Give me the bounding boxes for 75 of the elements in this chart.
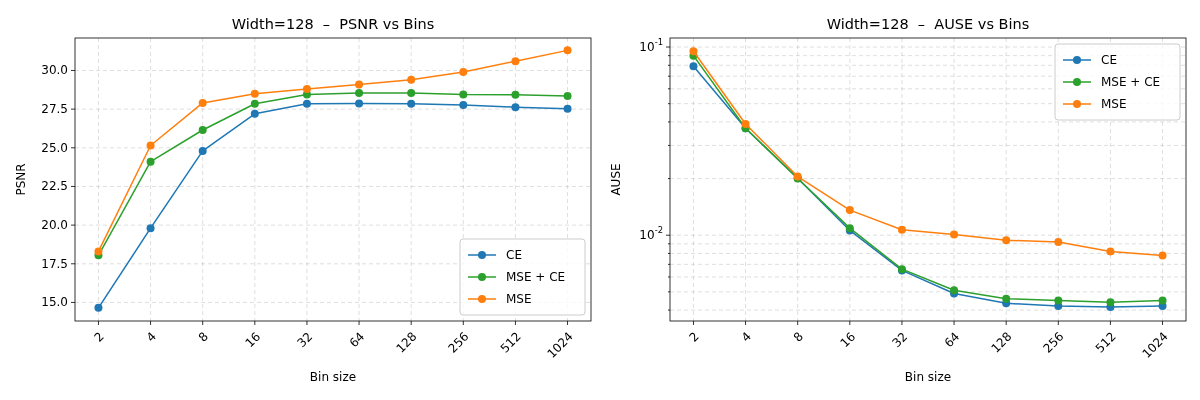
x-tick-label: 16 <box>242 329 264 351</box>
legend-label: MSE <box>506 292 532 306</box>
y-tick-label: 25.0 <box>41 140 68 155</box>
point <box>563 46 572 55</box>
x-tick-label: 8 <box>790 329 807 345</box>
y-axis-title: AUSE <box>609 163 623 196</box>
point <box>897 225 906 234</box>
point <box>511 90 520 99</box>
point <box>459 68 468 77</box>
y-tick-label: 10$^{-2}$ <box>639 225 663 243</box>
point <box>459 90 468 99</box>
point <box>511 103 520 112</box>
y-tick-label: 20.0 <box>41 218 68 233</box>
y-tick-label: 27.5 <box>41 102 68 117</box>
point <box>1106 298 1115 307</box>
x-tick-label: 32 <box>294 329 316 351</box>
point <box>94 247 103 256</box>
point <box>741 119 750 128</box>
point <box>563 104 572 113</box>
chart-title: Width=128 – PSNR vs Bins <box>231 16 435 32</box>
point <box>94 303 103 312</box>
point <box>250 89 259 98</box>
point <box>250 109 259 118</box>
y-tick-label: 10$^{-1}$ <box>639 37 663 55</box>
chart-title: Width=128 – AUSE vs Bins <box>826 16 1030 32</box>
y-axis-title: PSNR <box>14 163 28 196</box>
point <box>198 126 207 135</box>
point <box>459 100 468 109</box>
point <box>1106 247 1115 256</box>
point <box>146 157 155 166</box>
point <box>198 98 207 107</box>
x-tick-label: 64 <box>346 329 368 351</box>
point <box>1054 296 1063 305</box>
point <box>250 99 259 108</box>
legend-label: CE <box>1101 53 1117 67</box>
point <box>1054 238 1063 247</box>
x-tick-label: 16 <box>837 329 859 351</box>
point <box>563 91 572 100</box>
point <box>146 224 155 233</box>
x-tick-label: 8 <box>195 329 212 345</box>
x-tick-label: 4 <box>143 329 159 345</box>
x-axis-title: Bin size <box>309 370 357 384</box>
point <box>355 99 364 108</box>
point <box>845 206 854 215</box>
point <box>355 80 364 89</box>
point <box>355 88 364 97</box>
point <box>407 75 416 84</box>
y-tick-label: 17.5 <box>41 256 68 271</box>
point <box>1158 296 1167 305</box>
point <box>1002 294 1011 303</box>
x-tick-label: 32 <box>889 329 911 351</box>
legend-label: CE <box>506 248 522 262</box>
y-tick-label: 15.0 <box>41 295 68 310</box>
point <box>1158 251 1167 260</box>
legend-label: MSE <box>1101 97 1127 111</box>
point <box>689 62 698 71</box>
legend-label: MSE + CE <box>506 270 566 284</box>
point <box>689 47 698 56</box>
x-axis-title: Bin size <box>904 370 952 384</box>
point <box>1002 236 1011 245</box>
y-tick-label: 22.5 <box>41 179 68 194</box>
x-tick-label: 4 <box>738 329 754 345</box>
point <box>407 99 416 108</box>
x-tick-label: 2 <box>91 329 107 345</box>
point <box>950 230 959 239</box>
point <box>198 146 207 155</box>
point <box>302 85 311 94</box>
x-tick-label: 64 <box>941 329 963 351</box>
x-tick-label: 2 <box>686 329 702 345</box>
legend-label: MSE + CE <box>1101 75 1161 89</box>
point <box>407 88 416 97</box>
point <box>146 141 155 150</box>
y-tick-label: 30.0 <box>41 63 68 78</box>
point <box>511 57 520 66</box>
point <box>302 99 311 108</box>
